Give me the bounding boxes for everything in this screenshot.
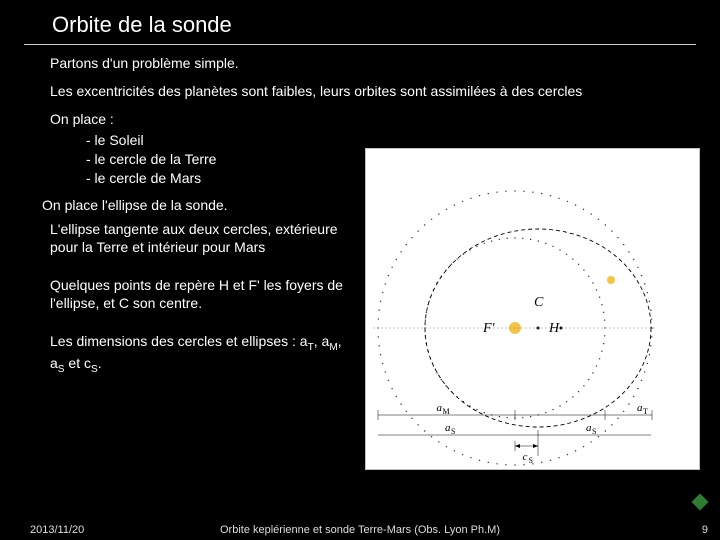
svg-text:S: S <box>529 456 533 465</box>
decorative-diamond-icon <box>692 494 709 511</box>
svg-text:S: S <box>451 427 455 436</box>
paragraph-5: L'ellipse tangente aux deux cercles, ext… <box>50 221 360 257</box>
paragraph-3-intro: On place : <box>50 111 696 129</box>
svg-text:S: S <box>592 427 596 436</box>
svg-text:M: M <box>443 407 450 416</box>
svg-text:c: c <box>523 451 528 463</box>
footer-page-number: 9 <box>702 524 708 536</box>
paragraph-7: Les dimensions des cercles et ellipses :… <box>50 333 360 376</box>
slide-title: Orbite de la sonde <box>24 12 696 45</box>
svg-text:F': F' <box>482 321 496 336</box>
svg-text:H: H <box>548 321 560 336</box>
svg-text:C: C <box>534 295 544 310</box>
paragraph-6: Quelques points de repère H et F' les fo… <box>50 277 360 313</box>
svg-text:T: T <box>643 407 648 416</box>
paragraph-2: Les excentricités des planètes sont faib… <box>50 83 640 101</box>
paragraph-1: Partons d'un problème simple. <box>50 55 696 73</box>
orbit-diagram: F'CHaMaTaSaScS <box>365 148 700 470</box>
footer-title: Orbite keplérienne et sonde Terre-Mars (… <box>0 524 720 536</box>
list-item-sun: - le Soleil <box>50 131 696 150</box>
